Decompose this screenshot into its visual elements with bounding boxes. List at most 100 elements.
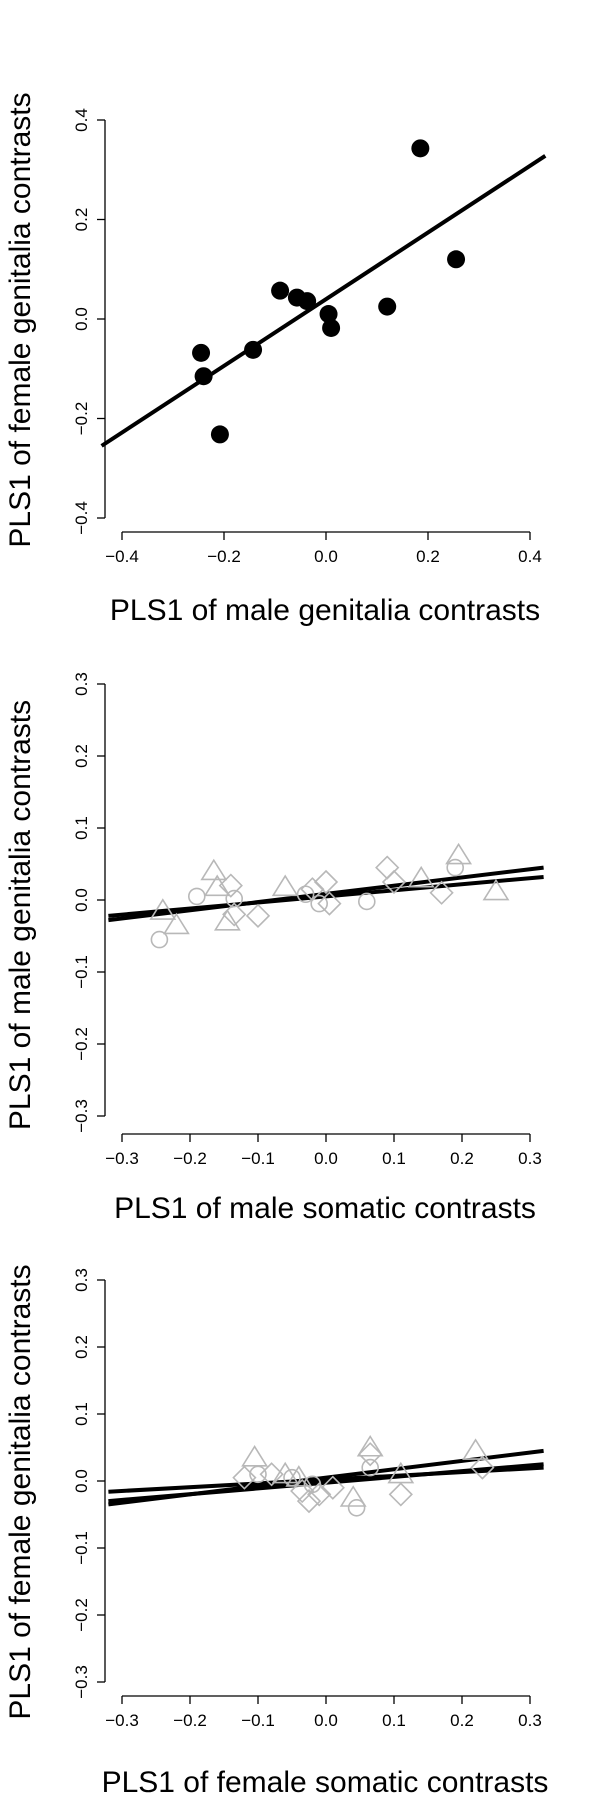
y-tick-label-1: 0.0 xyxy=(72,307,91,331)
data-point-diamond-2 xyxy=(218,873,243,898)
data-point-triangle-2 xyxy=(407,865,435,888)
data-point-diamond-3 xyxy=(290,1478,315,1504)
plot-area-1: −0.4 −0.2 0.0 0.2 0.4 −0.4 −0.2 0.0 0.2 0.4 xyxy=(72,108,547,566)
data-point-triangle-2 xyxy=(149,898,177,920)
data-point-triangle-2 xyxy=(271,874,299,897)
plot-area-3: −0.3 −0.2 −0.1 0.0 0.1 0.2 0.3 −0.3 −0.2 −0.1 0.0 0… xyxy=(72,1268,544,1730)
y-tick-label-1: 0.2 xyxy=(72,208,91,232)
x-tick-label-3: −0.2 xyxy=(173,1711,207,1730)
data-point-diamond-2 xyxy=(381,869,407,895)
y-tick-label-3: −0.1 xyxy=(72,1531,91,1565)
plot-area-2: −0.3 −0.2 −0.1 0.0 0.1 0.2 0.3 −0.3 −0.2 −0.1 0.0 0… xyxy=(72,672,544,1168)
data-point-circle-3 xyxy=(347,1499,366,1517)
data-point-diamond-2 xyxy=(429,880,454,905)
data-point-circle-3 xyxy=(361,1458,380,1477)
chart-panel-3: −0.3 −0.2 −0.1 0.0 0.1 0.2 0.3 −0.3 −0.2 −0.1 0.0 0… xyxy=(4,1264,548,1799)
y-tick-label-2: 0.1 xyxy=(72,816,91,840)
data-point-circle-2 xyxy=(446,858,465,877)
data-point-triangle-2 xyxy=(203,874,231,897)
x-tick-label-1: −0.2 xyxy=(207,547,241,566)
x-tick-label-2: −0.3 xyxy=(105,1149,139,1168)
data-point-triangle-2 xyxy=(482,878,510,901)
x-tick-label-3: 0.1 xyxy=(382,1711,406,1730)
data-point-diamond-3 xyxy=(296,1488,322,1514)
data-point-circle-2 xyxy=(150,930,169,949)
x-tick-label-2: 0.1 xyxy=(382,1149,406,1168)
y-tick-label-2: 0.2 xyxy=(72,744,91,768)
y-tick-label-3: −0.2 xyxy=(72,1598,91,1632)
x-tick-label-3: −0.1 xyxy=(241,1711,275,1730)
data-point-circle-2 xyxy=(188,887,206,906)
data-point-1 xyxy=(447,250,466,269)
data-point-1 xyxy=(271,281,290,300)
data-point-diamond-3 xyxy=(320,1475,345,1500)
data-point-triangle-2 xyxy=(445,842,473,865)
data-point-triangle-3 xyxy=(356,1434,384,1457)
x-tick-label-2: 0.0 xyxy=(314,1149,338,1168)
data-point-triangle-3 xyxy=(462,1438,490,1460)
data-point-diamond-3 xyxy=(307,1482,332,1507)
data-point-diamond-3 xyxy=(259,1462,284,1487)
data-point-1 xyxy=(192,343,211,362)
data-point-triangle-3 xyxy=(339,1485,367,1507)
data-point-1 xyxy=(378,297,397,316)
x-axis-label-2: PLS1 of male somatic contrasts xyxy=(114,1192,536,1225)
y-tick-label-1: −0.4 xyxy=(72,501,91,535)
data-point-diamond-2 xyxy=(375,855,400,880)
data-point-circle-2 xyxy=(310,894,329,913)
x-axis-label-3: PLS1 of female somatic contrasts xyxy=(102,1766,549,1799)
y-axis-label-3: PLS1 of female genitalia contrasts xyxy=(4,1264,37,1719)
data-point-1 xyxy=(319,305,338,324)
x-tick-label-2: 0.2 xyxy=(450,1149,474,1168)
data-point-diamond-2 xyxy=(222,902,247,927)
data-point-triangle-3 xyxy=(241,1445,269,1467)
y-tick-label-3: 0.1 xyxy=(72,1402,91,1426)
y-tick-label-3: 0.0 xyxy=(72,1469,91,1493)
data-point-diamond-3 xyxy=(358,1442,383,1467)
data-point-triangle-2 xyxy=(200,858,228,881)
data-point-diamond-2 xyxy=(313,869,339,895)
data-point-diamond-3 xyxy=(470,1455,495,1480)
x-axis-label-1: PLS1 of male genitalia contrasts xyxy=(110,594,540,627)
data-point-triangle-3 xyxy=(285,1465,313,1487)
x-tick-label-3: 0.0 xyxy=(314,1711,338,1730)
x-tick-label-1: 0.0 xyxy=(314,547,338,566)
data-point-triangle-2 xyxy=(162,912,190,935)
y-tick-label-2: 0.0 xyxy=(72,888,91,912)
data-point-diamond-2 xyxy=(317,891,342,916)
data-point-diamond-2 xyxy=(245,903,271,928)
data-point-circle-2 xyxy=(225,889,243,908)
y-tick-label-2: −0.3 xyxy=(72,1099,91,1133)
x-tick-label-1: −0.4 xyxy=(105,547,139,566)
x-tick-label-2: −0.1 xyxy=(241,1149,275,1168)
x-tick-label-3: 0.2 xyxy=(450,1711,474,1730)
data-point-1 xyxy=(322,318,341,337)
y-tick-label-1: −0.2 xyxy=(72,402,91,436)
data-point-triangle-2 xyxy=(213,909,241,931)
data-point-diamond-3 xyxy=(232,1465,257,1490)
y-tick-label-2: −0.2 xyxy=(72,1027,91,1061)
y-tick-label-1: 0.4 xyxy=(72,108,91,132)
y-tick-label-3: 0.2 xyxy=(72,1335,91,1359)
x-tick-label-3: −0.3 xyxy=(105,1711,139,1730)
data-point-1 xyxy=(411,139,430,158)
regression-line-1 xyxy=(100,154,547,448)
x-tick-label-2: 0.3 xyxy=(518,1149,542,1168)
data-point-triangle-3 xyxy=(271,1461,299,1484)
regression-line-3 xyxy=(108,1465,544,1494)
data-point-1 xyxy=(244,340,263,359)
y-tick-label-2: 0.3 xyxy=(72,672,91,696)
x-tick-label-1: 0.2 xyxy=(416,547,440,566)
chart-panel-1: −0.4 −0.2 0.0 0.2 0.4 −0.4 −0.2 0.0 0.2 0.4 PLS1 … xyxy=(4,92,547,627)
data-point-circle-2 xyxy=(296,885,315,904)
y-axis-label-1: PLS1 of female genitalia contrasts xyxy=(4,92,37,547)
data-point-diamond-2 xyxy=(300,877,325,902)
data-point-1 xyxy=(298,292,317,311)
x-tick-label-1: 0.4 xyxy=(518,547,542,566)
x-tick-label-2: −0.2 xyxy=(173,1149,207,1168)
y-axis-label-2: PLS1 of male genitalia contrasts xyxy=(4,700,37,1130)
data-point-1 xyxy=(210,425,229,444)
x-tick-label-3: 0.3 xyxy=(518,1711,542,1730)
chart-panel-2: −0.3 −0.2 −0.1 0.0 0.1 0.2 0.3 −0.3 −0.2 −0.1 0.0 0… xyxy=(4,672,544,1225)
